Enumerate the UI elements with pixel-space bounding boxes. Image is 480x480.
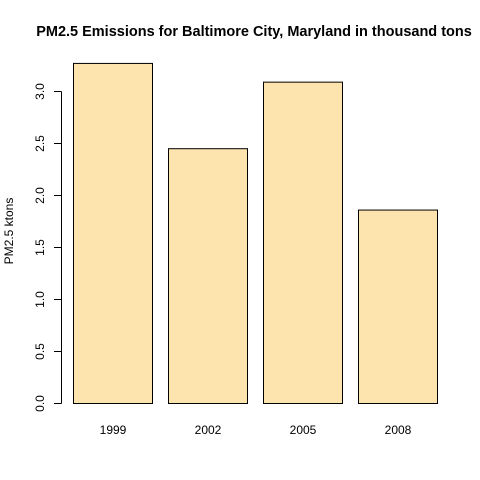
y-axis-label: PM2.5 ktons [2, 198, 16, 265]
y-tick-label: 2.0 [33, 187, 47, 204]
y-tick-label: 1.0 [33, 291, 47, 308]
x-tick-label-1999: 1999 [100, 423, 127, 437]
x-tick-label-2002: 2002 [195, 423, 222, 437]
x-tick-label-2005: 2005 [290, 423, 317, 437]
bar-1999 [73, 62, 153, 404]
bars-layer [73, 62, 438, 404]
x-tick-label-2008: 2008 [385, 423, 412, 437]
bar-2005 [263, 81, 343, 404]
bar-2002 [168, 148, 248, 404]
chart-title: PM2.5 Emissions for Baltimore City, Mary… [36, 24, 472, 40]
y-tick-label: 0.5 [33, 343, 47, 360]
y-tick-label: 3.0 [33, 83, 47, 100]
y-tick-label: 1.5 [33, 239, 47, 256]
bar-2008 [358, 209, 438, 404]
y-tick-label: 0.0 [33, 395, 47, 412]
y-tick-label: 2.5 [33, 135, 47, 152]
y-axis: 0.0 0.5 1.0 1.5 2.0 2.5 3.0 [33, 83, 62, 412]
x-tick-labels: 1999 2002 2005 2008 [100, 423, 412, 437]
